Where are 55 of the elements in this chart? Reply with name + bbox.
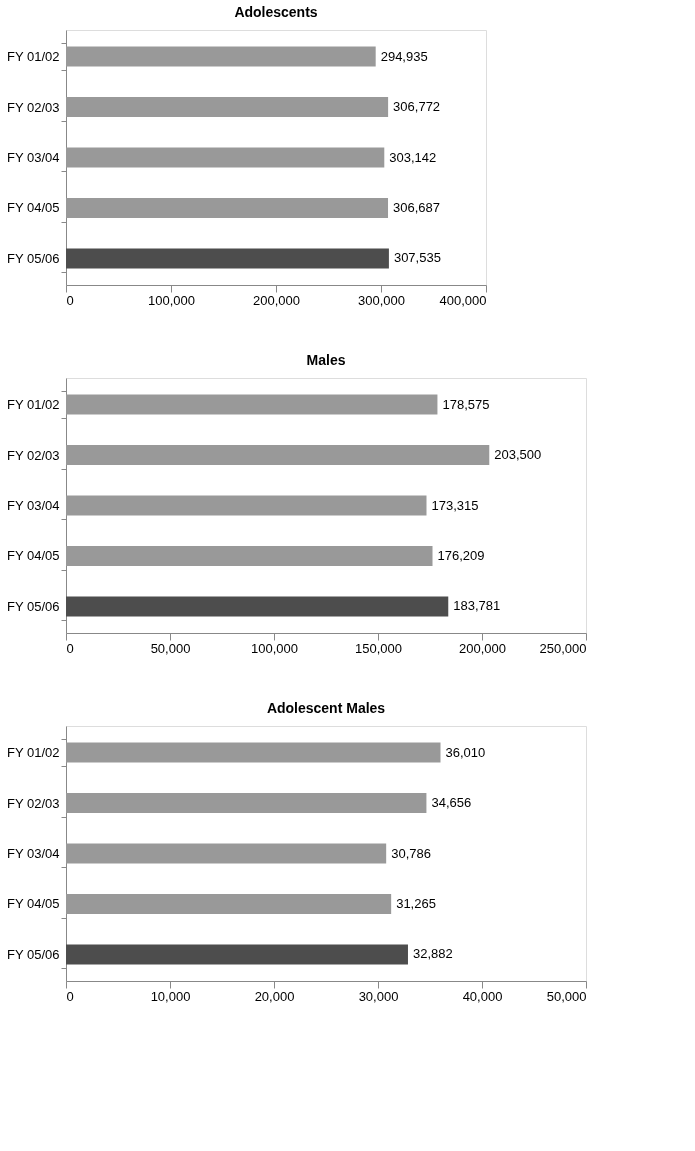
data-label: 173,315	[431, 497, 479, 513]
y-tick-label: FY 02/03	[6, 795, 60, 811]
bar	[66, 843, 387, 864]
data-label: 178,575	[442, 396, 490, 412]
x-tick-label: 300,000	[358, 292, 405, 308]
y-tick-label: FY 03/04	[6, 846, 60, 861]
y-tick-label: FY 02/03	[6, 447, 60, 463]
data-label: 306,772	[393, 99, 441, 114]
x-tick-label: 100,000	[148, 292, 195, 308]
y-tick-label: FY 05/06	[6, 598, 60, 614]
chart-title: Males	[306, 352, 346, 368]
data-label: 30,786	[391, 845, 431, 861]
x-tick-label: 10,000	[150, 988, 191, 1004]
y-tick-label: FY 04/05	[6, 200, 60, 216]
y-tick-label: FY 04/05	[6, 548, 60, 564]
data-label: 303,142	[389, 149, 437, 165]
x-tick-label: 150,000	[355, 640, 402, 656]
x-tick-label: 0	[66, 988, 74, 1004]
y-tick-label: FY 01/02	[6, 397, 60, 413]
x-tick-label: 400,000	[439, 292, 487, 308]
y-tick-label: FY 05/06	[6, 946, 60, 962]
data-label: 36,010	[445, 744, 486, 760]
data-label: 307,535	[393, 250, 441, 266]
x-tick-label: 0	[66, 640, 74, 656]
bar	[66, 944, 408, 965]
x-tick-label: 200,000	[253, 292, 300, 308]
chart-title: Adolescents	[234, 4, 318, 20]
x-tick-label: 250,000	[539, 640, 587, 656]
x-tick-label: 100,000	[251, 640, 298, 656]
bar	[66, 742, 441, 763]
data-label: 176,209	[437, 548, 485, 563]
x-tick-label: 40,000	[462, 988, 503, 1004]
y-tick-label: FY 01/02	[6, 745, 60, 761]
bar	[66, 894, 392, 914]
data-label: 294,935	[380, 48, 428, 64]
data-label: 203,500	[494, 447, 542, 462]
y-tick-label: FY 02/03	[6, 99, 60, 115]
data-label: 32,882	[412, 946, 453, 962]
x-tick-label: 30,000	[358, 988, 399, 1004]
x-tick-label: 0	[66, 292, 74, 308]
x-tick-label: 50,000	[546, 988, 587, 1004]
data-label: 31,265	[396, 896, 436, 911]
chart-title: Adolescent Males	[266, 700, 386, 716]
bar	[66, 793, 427, 813]
x-tick-label: 200,000	[459, 640, 506, 656]
y-tick-label: FY 05/06	[6, 250, 60, 266]
y-tick-label: FY 04/05	[6, 896, 60, 912]
data-label: 306,687	[393, 200, 441, 215]
y-tick-label: FY 03/04	[6, 150, 60, 165]
data-label: 183,781	[453, 598, 501, 614]
y-tick-label: FY 03/04	[6, 498, 60, 513]
data-label: 34,656	[431, 795, 472, 810]
x-tick-label: 20,000	[254, 988, 295, 1004]
y-tick-label: FY 01/02	[6, 49, 60, 65]
x-tick-label: 50,000	[150, 640, 191, 656]
